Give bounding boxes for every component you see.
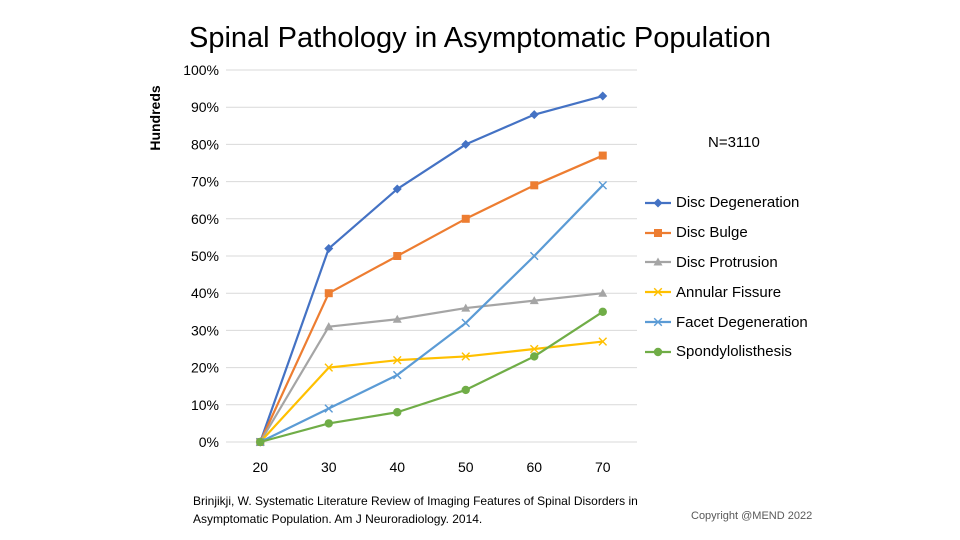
chart-title: Spinal Pathology in Asymptomatic Populat… <box>189 22 771 54</box>
x-tick-label: 20 <box>252 459 268 475</box>
data-point <box>324 322 334 331</box>
legend-item: Disc Degeneration <box>644 188 808 218</box>
x-tick-label: 70 <box>595 459 611 475</box>
legend-label: Disc Protrusion <box>676 253 778 271</box>
data-point <box>393 252 402 260</box>
legend-label: Facet Degeneration <box>676 313 808 331</box>
series-line <box>259 184 604 443</box>
legend-item: Spondylolisthesis <box>644 337 808 367</box>
data-point <box>461 303 471 312</box>
data-point <box>598 181 608 190</box>
legend-item: Disc Protrusion <box>644 248 808 278</box>
y-tick-label: 50% <box>191 248 219 264</box>
x-tick-label: 40 <box>389 459 405 475</box>
data-point <box>392 370 402 380</box>
data-point <box>256 437 265 447</box>
data-point <box>653 257 663 266</box>
data-point <box>530 352 539 361</box>
legend-swatch <box>645 287 671 297</box>
data-point <box>324 404 334 413</box>
data-point <box>461 214 470 223</box>
series-group <box>255 91 608 447</box>
data-point <box>598 91 608 101</box>
y-tick-label: 30% <box>191 322 219 338</box>
data-point <box>461 352 471 361</box>
y-tick-label: 40% <box>191 285 219 301</box>
data-point <box>392 184 402 194</box>
copyright-text: Copyright @MEND 2022 <box>691 510 813 522</box>
legend-label: Spondylolisthesis <box>676 343 792 361</box>
data-point <box>530 181 539 190</box>
legend-swatch <box>645 257 671 266</box>
y-tick-label: 100% <box>183 62 219 78</box>
y-tick-label: 20% <box>191 360 219 376</box>
data-point <box>392 314 402 323</box>
data-point <box>653 287 663 297</box>
data-point <box>461 385 470 395</box>
series-line <box>259 94 604 443</box>
data-point <box>393 408 402 417</box>
data-point <box>653 347 663 357</box>
y-tick-label: 80% <box>191 136 219 152</box>
y-tick-label: 90% <box>191 99 219 115</box>
data-point <box>598 151 607 160</box>
legend-swatch <box>645 228 671 237</box>
x-tick-labels: 20 30 40 50 60 70 <box>252 459 610 475</box>
legend: Disc Degeneration Disc Bulge Disc Protrusi… <box>644 188 808 367</box>
source-citation: Brinjikji, W. Systematic Literature Revi… <box>193 492 638 528</box>
legend-swatch <box>645 347 671 357</box>
data-point <box>461 139 471 149</box>
series-line <box>259 154 604 443</box>
x-tick-label: 50 <box>458 459 474 475</box>
data-point <box>529 344 539 354</box>
legend-item: Annular Fissure <box>644 277 808 307</box>
y-tick-label: 60% <box>191 211 219 227</box>
data-point <box>598 337 608 346</box>
data-point <box>529 296 539 305</box>
x-tick-label: 30 <box>321 459 337 475</box>
legend-item: Disc Bulge <box>644 218 808 248</box>
legend-label: Annular Fissure <box>676 283 782 301</box>
y-tick-labels: 0% 10% 20% 30% 40% 50% 60% 70% 80% 90% 100% <box>183 62 219 450</box>
source-line-2: Asymptomatic Population. Am J Neuroradio… <box>193 512 483 526</box>
data-point <box>324 363 334 372</box>
data-point <box>598 288 608 297</box>
data-point <box>324 289 333 298</box>
series-line <box>259 292 603 443</box>
legend-label: Disc Degeneration <box>676 194 800 212</box>
legend-item: Facet Degeneration <box>644 307 808 337</box>
data-point <box>598 307 607 316</box>
source-line-1: Brinjikji, W. Systematic Literature Revi… <box>193 494 638 508</box>
data-point <box>653 317 663 327</box>
x-tick-label: 60 <box>526 459 542 475</box>
series-spondylolisthesis <box>256 307 607 447</box>
y-tick-label: 70% <box>191 174 219 190</box>
data-point <box>324 419 333 428</box>
data-point <box>461 318 471 328</box>
legend-label: Disc Bulge <box>676 224 748 242</box>
sample-size-note: N=3110 <box>708 134 760 151</box>
data-point <box>654 228 662 237</box>
data-point <box>529 110 539 120</box>
data-point <box>653 198 663 208</box>
data-point <box>392 355 402 365</box>
y-tick-label: 10% <box>191 397 219 413</box>
y-tick-label: 0% <box>199 434 219 450</box>
data-point <box>529 251 539 261</box>
legend-swatch <box>645 198 671 208</box>
legend-swatch <box>645 317 671 327</box>
series-line <box>259 310 604 444</box>
gridlines <box>226 69 637 443</box>
data-point <box>324 244 334 254</box>
